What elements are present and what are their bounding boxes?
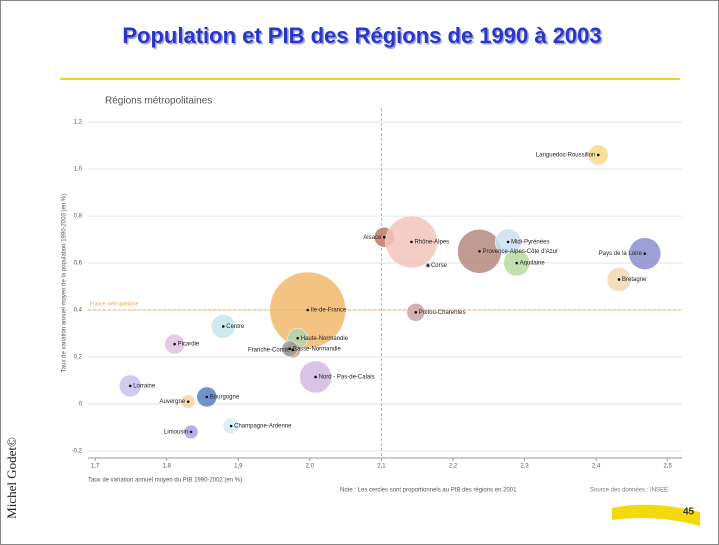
bubble-label: Rhône-Alpes bbox=[414, 239, 449, 245]
bubble-dot bbox=[205, 395, 209, 399]
title-shadow: Population et PIB des Régions de 1990 à … bbox=[124, 24, 603, 49]
bubble-label: Limousin bbox=[164, 430, 188, 436]
y-tick-label: 0 bbox=[79, 402, 83, 408]
chart-subtitle: Régions métropolitaines bbox=[105, 96, 212, 107]
bubble-label: Bretagne bbox=[622, 277, 647, 283]
y-tick-label: -0,2 bbox=[72, 449, 83, 455]
x-axis-label: Taux de variation annuel moyen du PIB 19… bbox=[88, 478, 242, 484]
x-tick-label: 1,9 bbox=[234, 464, 243, 470]
bubble-dot bbox=[128, 384, 132, 388]
bubble-dot bbox=[596, 153, 600, 157]
y-tick-label: 1,2 bbox=[74, 120, 83, 126]
bubble-label: Ile-de-France bbox=[311, 308, 347, 314]
y-tick-label: 1,0 bbox=[74, 167, 83, 173]
bubble-dot bbox=[382, 235, 386, 239]
bubble-label: Lorraine bbox=[133, 383, 156, 389]
bubble-dot bbox=[173, 342, 176, 346]
bubble-label: Pays de la Loire bbox=[599, 251, 643, 257]
bubble-dot bbox=[426, 264, 430, 267]
y-tick-label: 0,4 bbox=[74, 308, 83, 314]
bubble-label: Alsace bbox=[363, 235, 382, 241]
bubble-dot bbox=[478, 249, 481, 253]
bubble-dot bbox=[617, 278, 621, 281]
bubble-dot bbox=[186, 400, 190, 403]
bubble-label: Champagne-Ardenne bbox=[234, 424, 292, 430]
x-tick-label: 2,1 bbox=[377, 464, 386, 470]
bubble-label: Basse-Normandie bbox=[293, 346, 342, 352]
y-tick-label: 0,8 bbox=[74, 214, 83, 220]
bubble-label: Languedoc-Roussillon bbox=[536, 153, 595, 159]
bubble-dot bbox=[296, 336, 299, 340]
x-tick-label: 1,8 bbox=[163, 464, 172, 470]
x-tick-label: 2,0 bbox=[306, 464, 315, 470]
page-number: 45 bbox=[683, 507, 695, 518]
bubble-dot bbox=[288, 347, 292, 351]
bubble-label: Poitou-Charentes bbox=[419, 310, 466, 316]
bubble-dot bbox=[221, 325, 225, 328]
x-tick-label: 2,2 bbox=[449, 464, 458, 470]
bubble-dot bbox=[515, 261, 518, 265]
bubble-dot bbox=[414, 311, 418, 314]
bubble-dot bbox=[306, 308, 310, 312]
bubble-label: Midi-Pyrénées bbox=[511, 239, 549, 245]
bubble-label: Nord - Pas-de-Calais bbox=[319, 375, 375, 381]
x-tick-label: 2,3 bbox=[520, 464, 529, 470]
bubble-dot bbox=[291, 348, 294, 352]
note: Note : Les cercles sont proportionnels a… bbox=[340, 488, 517, 494]
bubble-label: Provence-Alpes-Côte d'Azur bbox=[482, 249, 558, 255]
bubble-dot bbox=[410, 240, 413, 244]
bubble-label: Picardie bbox=[178, 342, 200, 348]
bubble-label: Haute-Normandie bbox=[301, 336, 349, 342]
bubble-label: Centre bbox=[226, 324, 245, 330]
bubble-label: Aquitaine bbox=[520, 261, 546, 267]
bubble-dot bbox=[189, 430, 193, 434]
source: Source des données : INSEE bbox=[590, 488, 668, 494]
y-axis-label: Taux de variation annuel moyen de la pop… bbox=[62, 194, 68, 372]
bubble-dot bbox=[314, 375, 317, 379]
reference-label: France métropolitaine bbox=[90, 301, 139, 307]
x-tick-label: 2,4 bbox=[592, 464, 601, 470]
author: Michel Godet© bbox=[4, 437, 19, 519]
bubble-dot bbox=[506, 240, 510, 244]
x-tick-label: 1,7 bbox=[91, 464, 100, 470]
bubble-label: Bourgogne bbox=[210, 395, 240, 401]
bubble-label: Franche-Comté bbox=[248, 348, 290, 354]
swoosh bbox=[612, 504, 700, 526]
bubble-dot bbox=[643, 252, 647, 255]
y-tick-label: 0,2 bbox=[74, 355, 83, 361]
bubble-dot bbox=[229, 424, 233, 428]
chart-title: Population et PIB des Régions de 1990 à … bbox=[122, 23, 601, 48]
bubble-label: Auvergne bbox=[160, 399, 186, 405]
bubble-label: Corse bbox=[431, 263, 448, 269]
y-tick-label: 0,6 bbox=[74, 261, 83, 267]
x-tick-label: 2,5 bbox=[664, 464, 673, 470]
